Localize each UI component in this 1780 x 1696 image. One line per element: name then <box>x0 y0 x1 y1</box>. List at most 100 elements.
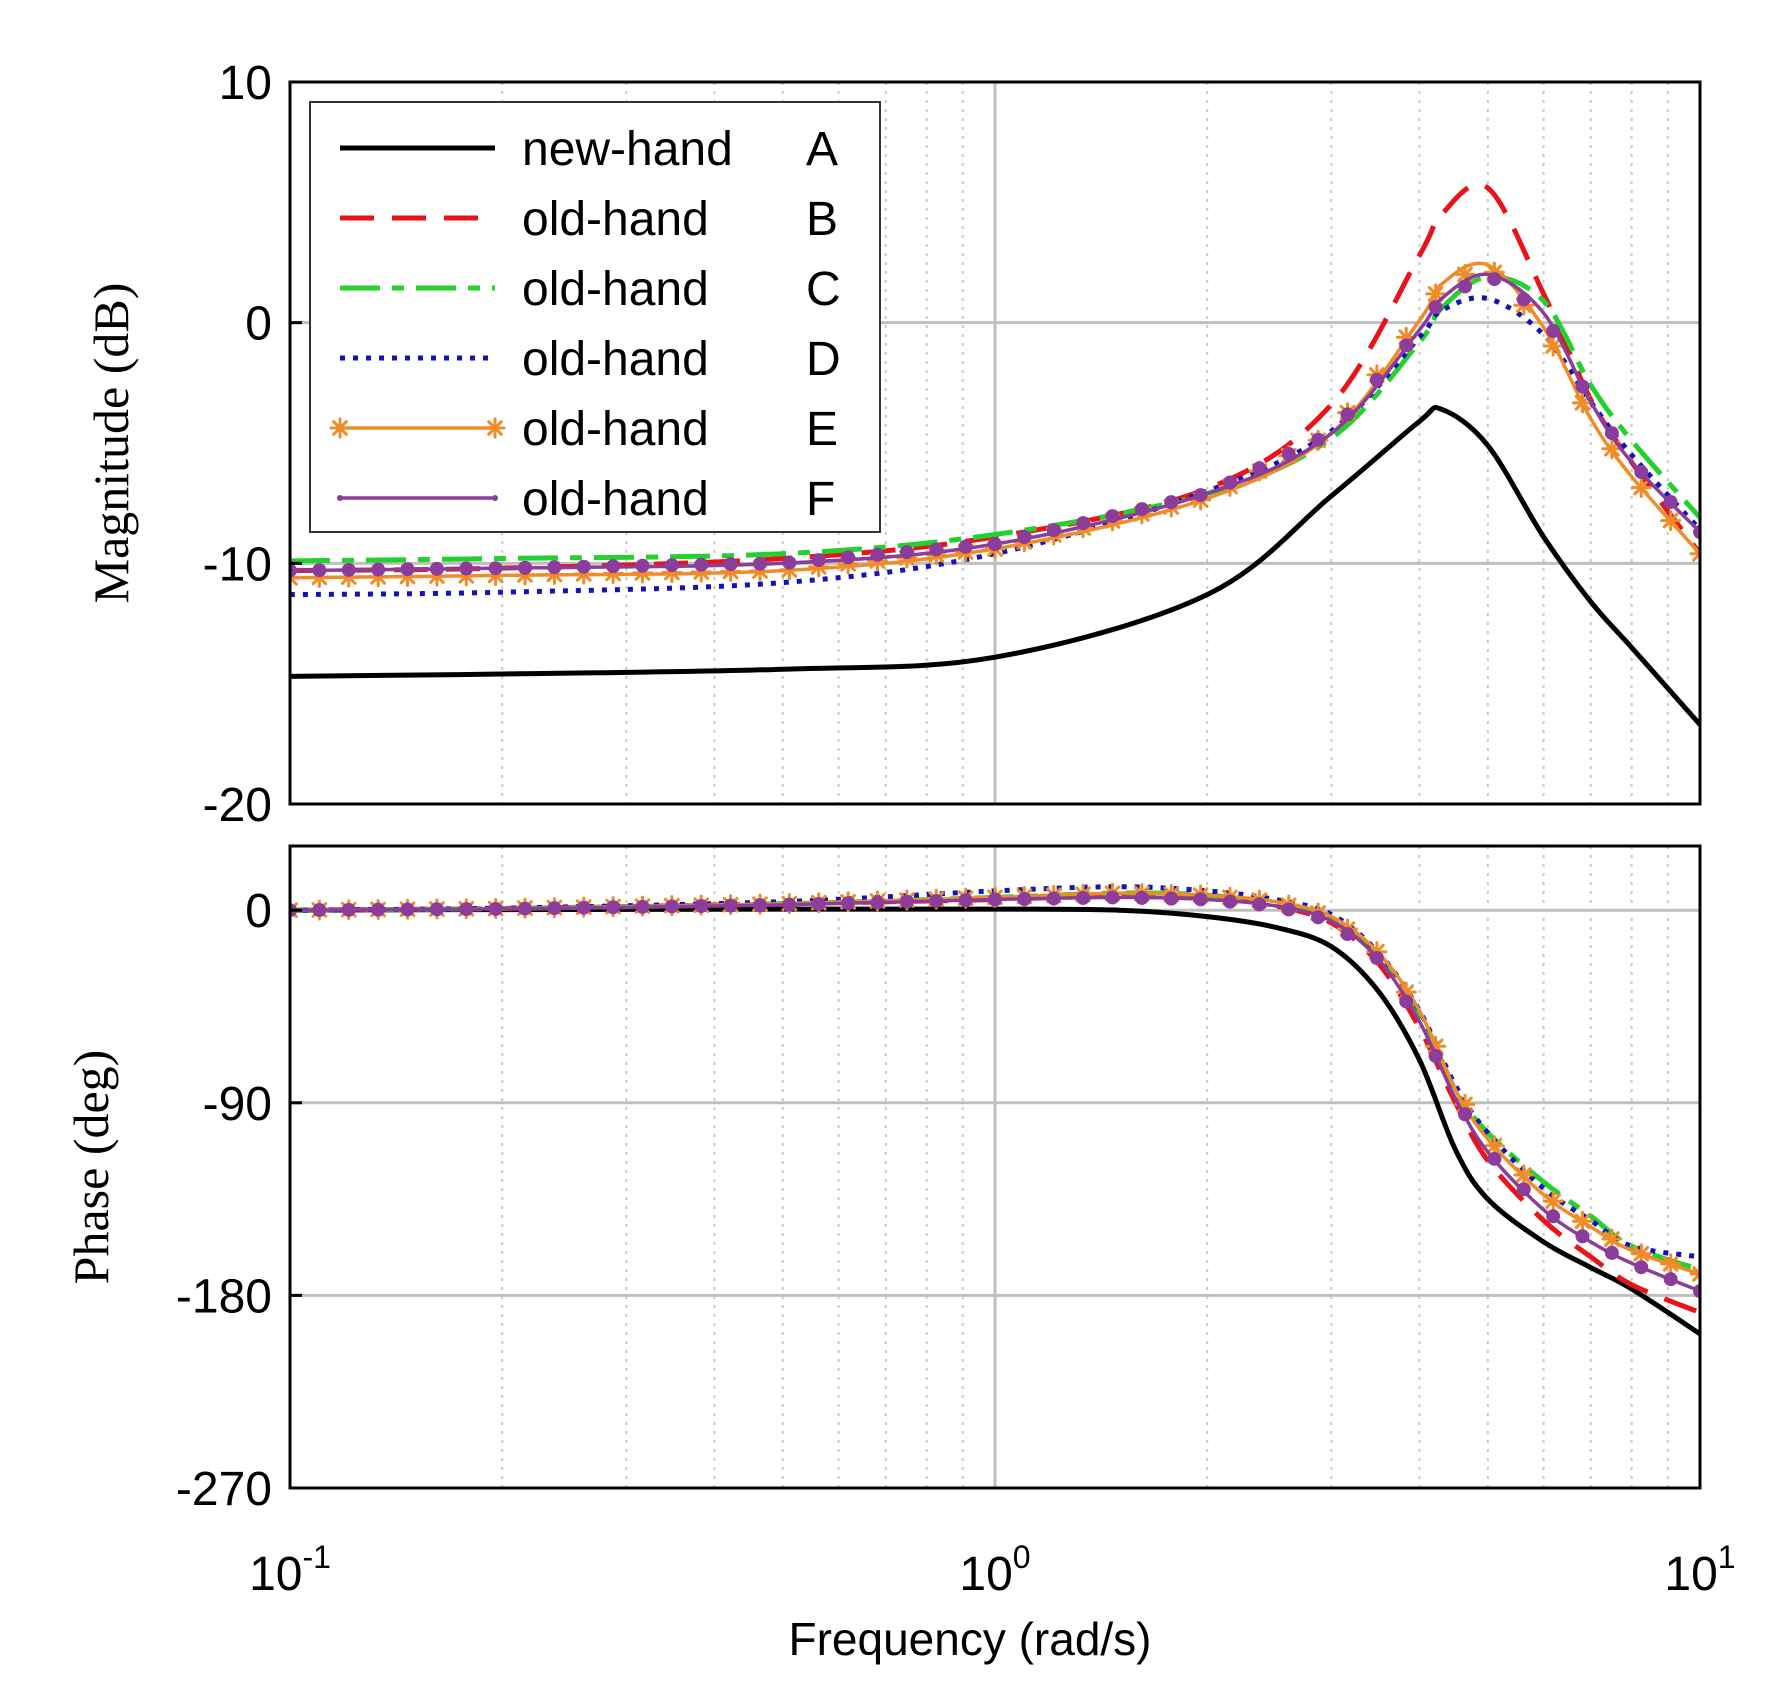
legend-label-E: old-hand <box>522 403 709 456</box>
y-tick-label: -90 <box>203 1078 272 1131</box>
marker-star-E <box>1572 1210 1593 1232</box>
marker-dot-F <box>1134 502 1149 517</box>
marker-dot-F <box>1281 447 1296 462</box>
marker-dot-F <box>1193 892 1208 907</box>
legend-letter-C: C <box>806 263 841 316</box>
marker-star-E <box>1689 543 1700 565</box>
legend-marker-star <box>484 417 506 439</box>
legend-label-D: old-hand <box>522 333 709 386</box>
series-line-F <box>290 272 1700 573</box>
marker-dot-F <box>1017 530 1032 545</box>
marker-dot-F <box>694 557 709 572</box>
legend-marker-dot <box>337 495 343 501</box>
legend-entry-F: old-hand F <box>337 473 835 526</box>
marker-star-E <box>1630 1243 1652 1265</box>
marker-dot-F <box>1281 902 1296 917</box>
legend-entry-B: old-hand B <box>340 193 838 246</box>
marker-dot-F <box>929 542 944 557</box>
legend-marker-dot <box>492 495 498 501</box>
y-tick-label: -10 <box>203 538 272 591</box>
marker-dot-F <box>664 899 679 914</box>
marker-dot-F <box>958 539 973 554</box>
marker-dot-F <box>1046 523 1061 538</box>
legend-label-B: old-hand <box>522 193 709 246</box>
marker-dot-F <box>1634 465 1649 480</box>
series-line-B <box>290 182 1700 574</box>
marker-dot-F <box>811 896 826 911</box>
marker-dot-F <box>1105 509 1120 524</box>
x-tick-label: 101 <box>1664 1539 1735 1601</box>
marker-dot-F <box>547 560 562 575</box>
marker-dot-F <box>1164 495 1179 510</box>
marker-dot-F <box>459 902 474 917</box>
marker-dot-F <box>1223 894 1237 909</box>
marker-star-E <box>1660 1253 1682 1275</box>
marker-dot-F <box>723 898 738 913</box>
legend-marker-star <box>329 417 351 439</box>
y-tick-label: -20 <box>203 779 272 832</box>
magnitude-series <box>290 182 1700 727</box>
marker-dot-F <box>459 561 474 576</box>
legend-entry-C: old-hand C <box>340 263 841 316</box>
marker-dot-F <box>576 900 591 915</box>
marker-dot-F <box>811 553 826 568</box>
marker-dot-F <box>1546 1209 1561 1224</box>
marker-star-E <box>1689 1263 1700 1285</box>
marker-dot-F <box>1046 891 1061 906</box>
marker-dot-F <box>635 558 650 573</box>
marker-dot-F <box>1223 475 1237 490</box>
marker-dot-F <box>290 563 297 578</box>
marker-dot-F <box>1311 910 1326 925</box>
x-tick-label: 100 <box>959 1539 1030 1601</box>
marker-dot-F <box>429 902 444 917</box>
marker-dot-F <box>400 562 415 577</box>
marker-dot-F <box>371 902 386 917</box>
legend-label-A: new-hand <box>522 123 733 176</box>
marker-dot-F <box>1252 461 1267 476</box>
marker-dot-F <box>1369 951 1384 966</box>
marker-dot-F <box>1634 1260 1649 1275</box>
marker-dot-F <box>988 892 1002 907</box>
magnitude-panel: 10 0 -10 -20 Magnitude (dB) <box>83 57 1702 832</box>
marker-dot-F <box>782 897 797 912</box>
marker-dot-F <box>341 902 356 917</box>
marker-dot-F <box>518 901 532 916</box>
marker-dot-F <box>1311 432 1326 447</box>
phase-axes-box <box>288 844 1702 1490</box>
y-tick-label: 0 <box>245 885 272 938</box>
marker-dot-F <box>1487 1151 1502 1166</box>
y-tick-label: -180 <box>176 1270 272 1323</box>
marker-dot-F <box>782 555 797 570</box>
marker-dot-F <box>576 559 591 574</box>
marker-dot-F <box>1516 292 1531 307</box>
legend-entry-A: new-hand A <box>340 123 838 176</box>
marker-dot-F <box>1134 890 1149 905</box>
marker-star-E <box>1630 476 1652 498</box>
frequency-x-label: Frequency (rad/s) <box>788 1613 1151 1665</box>
marker-star-E <box>1542 1190 1564 1212</box>
phase-series <box>290 882 1700 1336</box>
marker-star-E <box>1483 1135 1505 1157</box>
legend-label-F: old-hand <box>522 473 709 526</box>
marker-dot-F <box>753 898 767 913</box>
marker-dot-F <box>1193 488 1208 503</box>
marker-dot-F <box>1516 1182 1531 1197</box>
marker-dot-F <box>1575 379 1590 394</box>
phase-panel: 0 -90 -180 -270 Phase (deg) <box>63 844 1702 1516</box>
marker-dot-F <box>1693 1284 1700 1299</box>
marker-star-E <box>1572 392 1593 414</box>
legend-letter-E: E <box>806 403 838 456</box>
marker-dot-F <box>488 901 503 916</box>
marker-star-E <box>1660 510 1682 532</box>
marker-dot-F <box>1369 372 1384 387</box>
marker-dot-F <box>312 563 327 578</box>
marker-dot-F <box>606 900 621 915</box>
magnitude-y-ticks: 10 0 -10 -20 <box>203 57 302 832</box>
marker-dot-F <box>606 559 621 574</box>
marker-dot-F <box>518 560 532 575</box>
series-line-C <box>290 274 1700 564</box>
marker-dot-F <box>1252 897 1267 912</box>
marker-dot-F <box>1428 1049 1443 1064</box>
